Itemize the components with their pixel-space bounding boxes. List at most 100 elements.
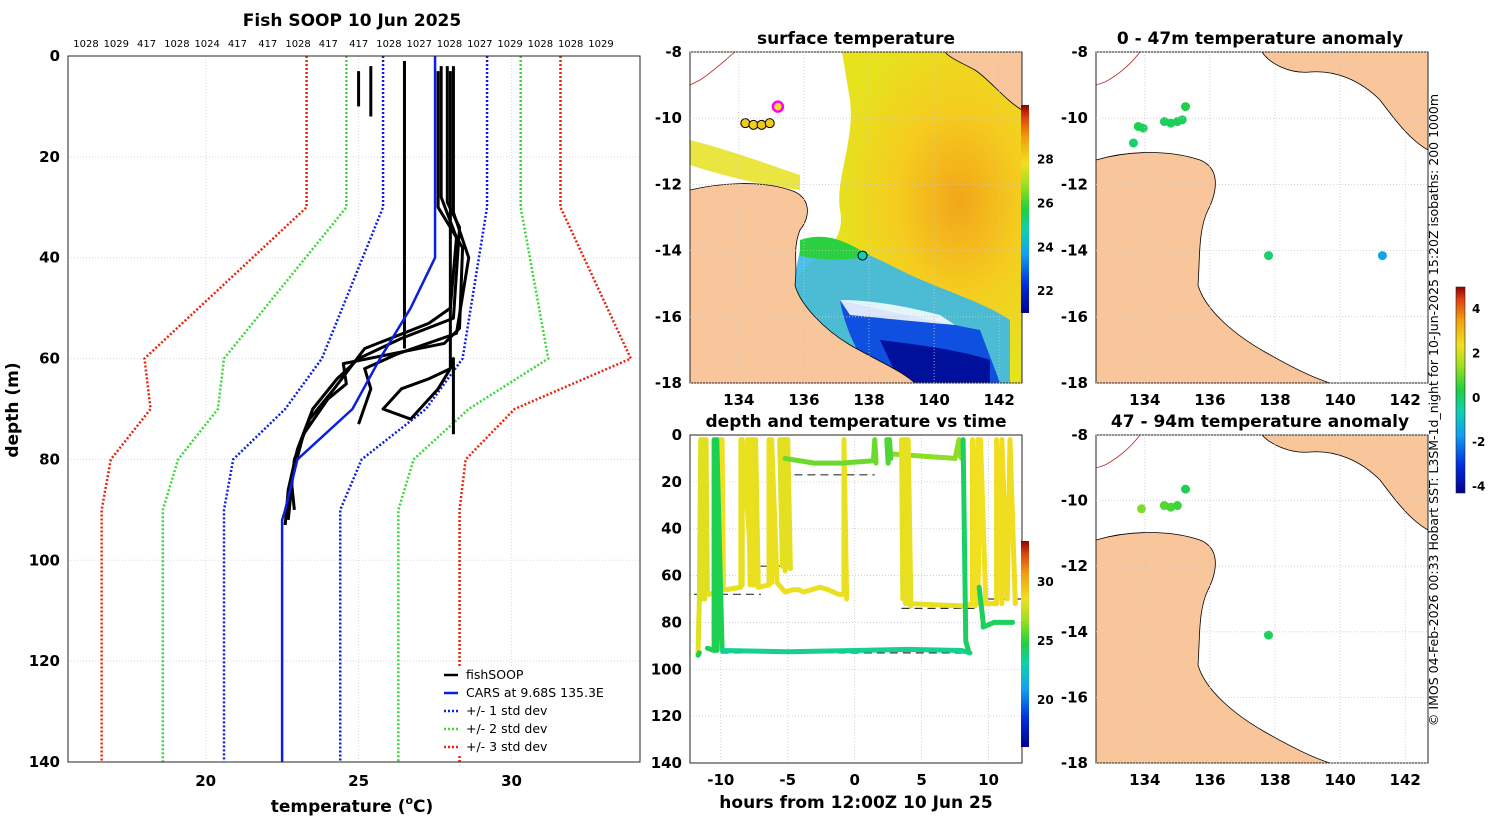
profile-ytick: 60 xyxy=(39,350,60,368)
anomaly-deep-xtick: 142 xyxy=(1390,771,1421,789)
fishsoop-profile-line xyxy=(381,71,455,435)
depth-time-track xyxy=(976,584,1016,630)
sst-colorbar-ticks: 22 24 26 28 xyxy=(1037,153,1054,298)
sst-ytick: -8 xyxy=(665,43,682,61)
depth-time-track xyxy=(745,437,756,588)
anomaly-shallow-ytick: -8 xyxy=(1071,43,1088,61)
depth-time-track xyxy=(961,437,989,609)
anomaly-shallow-grid xyxy=(1096,51,1428,384)
sst-ytick: -12 xyxy=(655,175,682,193)
profile-top-label: 1029 xyxy=(497,39,522,50)
anomaly-deep-ytick: -10 xyxy=(1061,492,1088,510)
anomaly-deep-map xyxy=(1096,435,1428,763)
depth-time-track xyxy=(960,437,971,654)
anomaly-shallow-ytick: -18 xyxy=(1061,374,1088,392)
profile-title: Fish SOOP 10 Jun 2025 xyxy=(243,11,461,31)
depth-time-xtick: 0 xyxy=(849,771,859,789)
anomaly-deep-xtick: 140 xyxy=(1324,771,1355,789)
profile-ytick: 0 xyxy=(50,47,60,65)
anomaly-deep-xtick: 134 xyxy=(1129,771,1160,789)
profile-top-label: 417 xyxy=(137,39,156,50)
cars-line xyxy=(280,56,437,762)
anomaly-deep-ticks: 134 136 138 140 142 -8 -10 -12 -14 -16 -18 xyxy=(1061,426,1421,789)
sst-ticks: 134 136 138 140 142 -8 -10 -12 -14 -16 -18 xyxy=(655,43,1015,409)
profile-panel: Fish SOOP 10 Jun 2025 1028 1029 417 1028 102… xyxy=(3,11,641,817)
sst-colorbar-tick: 24 xyxy=(1037,240,1054,254)
anomaly-deep-ytick: -12 xyxy=(1061,557,1088,575)
std-dev-bands xyxy=(100,56,633,762)
profile-top-label: 1027 xyxy=(467,39,492,50)
sst-colorbar xyxy=(1021,105,1029,313)
sst-ytick: -10 xyxy=(655,109,682,127)
std2-lo-line xyxy=(161,56,348,762)
profile-top-label: 1028 xyxy=(558,39,583,50)
anomaly-deep-land-west xyxy=(1096,532,1331,763)
std3-hi-line xyxy=(458,56,633,762)
sst-map-area xyxy=(690,52,1022,383)
sst-current-station xyxy=(771,100,785,113)
profile-top-label: 1028 xyxy=(528,39,553,50)
profile-xtick: 30 xyxy=(501,772,522,790)
fishsoop-profile-line xyxy=(283,66,462,526)
sst-colorbar-tick: 22 xyxy=(1037,284,1054,298)
depth-time-panel: depth and temperature vs time -10 -5 0 5 100… xyxy=(651,412,1054,813)
depth-time-ytick: 140 xyxy=(651,754,682,772)
profile-top-label: 1028 xyxy=(285,39,310,50)
depth-time-xtick: -10 xyxy=(707,771,734,789)
sst-grid xyxy=(690,51,1022,384)
anomaly-deep-points xyxy=(1137,484,1274,640)
sst-land-west xyxy=(690,183,916,383)
std1-lo-line xyxy=(222,56,385,762)
sst-island-north xyxy=(690,52,736,86)
profile-top-label: 1024 xyxy=(194,39,219,50)
depth-time-track xyxy=(983,437,1018,607)
anomaly-shallow-title: 0 - 47m temperature anomaly xyxy=(1117,29,1403,49)
legend-std2: +/- 2 std dev xyxy=(466,721,548,736)
profile-top-label: 1029 xyxy=(104,39,129,50)
deep-anomaly-panel: 47 - 94m temperature anomaly 134 136 138 14… xyxy=(1061,412,1429,789)
fishsoop-profiles xyxy=(283,61,471,526)
depth-time-track xyxy=(719,646,973,656)
profile-ytick: 120 xyxy=(29,652,60,670)
depth-time-colorbar-ticks: 20 25 30 xyxy=(1037,575,1054,707)
sst-xtick: 134 xyxy=(723,391,754,409)
depth-time-track xyxy=(704,437,725,654)
anomaly-shallow-island xyxy=(1096,52,1141,86)
sst-xtick: 136 xyxy=(788,391,819,409)
anomaly-shallow-ticks: 134 136 138 140 142 -8 -10 -12 -14 -16 -18 xyxy=(1061,43,1421,409)
anomaly-deep-xtick: 136 xyxy=(1194,771,1225,789)
anomaly-shallow-points xyxy=(1128,102,1387,261)
anomaly-shallow-map xyxy=(1096,52,1428,383)
anomaly-deep-point xyxy=(1172,501,1182,511)
anomaly-deep-ytick: -16 xyxy=(1061,688,1088,706)
copyright-text: © IMOS 04-Feb-2026 00:33 Hobart SST: L3S… xyxy=(1426,94,1441,726)
sst-coldest-field xyxy=(880,340,990,383)
fishsoop-profile-line xyxy=(357,66,471,425)
depth-time-ytick: 60 xyxy=(661,567,682,585)
anomaly-deep-title: 47 - 94m temperature anomaly xyxy=(1111,412,1409,432)
anomaly-shallow-ytick: -16 xyxy=(1061,308,1088,326)
anomaly-shallow-xtick: 138 xyxy=(1259,391,1290,409)
anomaly-shallow-xtick: 136 xyxy=(1194,391,1225,409)
depth-time-track xyxy=(885,437,965,461)
anomaly-shallow-land-west xyxy=(1096,152,1331,383)
profile-ytick: 140 xyxy=(29,753,60,771)
depth-time-xlabel: hours from 12:00Z 10 Jun 25 xyxy=(719,793,992,813)
depth-time-ytick: 20 xyxy=(661,473,682,491)
depth-time-track xyxy=(695,650,702,658)
legend-box xyxy=(440,666,620,754)
profile-top-label: 1028 xyxy=(73,39,98,50)
sst-station-point xyxy=(857,250,868,261)
depth-time-colorbar-tick: 20 xyxy=(1037,693,1054,707)
profile-top-label: 1028 xyxy=(164,39,189,50)
cars-profile xyxy=(280,56,437,762)
profile-top-label: 417 xyxy=(349,39,368,50)
profile-grid xyxy=(68,55,640,763)
fishsoop-profile-line xyxy=(286,66,458,521)
profile-ytick: 40 xyxy=(39,249,60,267)
anomaly-deep-xtick: 138 xyxy=(1259,771,1290,789)
depth-time-ytick: 120 xyxy=(651,707,682,725)
profile-axes-box xyxy=(67,55,641,763)
profile-ytick: 80 xyxy=(39,450,60,468)
